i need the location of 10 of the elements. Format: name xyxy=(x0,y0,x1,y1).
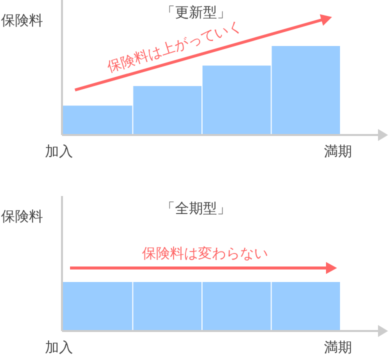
text: 加入 xyxy=(45,339,73,355)
text: 加入 xyxy=(45,143,73,159)
annotation: 保険料は上がっていく xyxy=(105,18,244,75)
y-axis-title: 保険料 xyxy=(1,208,43,224)
y-axis-title: 保険料 xyxy=(1,12,43,28)
text: 満期 xyxy=(324,339,352,355)
text: 満期 xyxy=(324,143,352,159)
chart-title: 「更新型」 xyxy=(161,4,231,20)
chart-title: 「全期型」 xyxy=(161,200,231,216)
text: 保険料は変わらない xyxy=(142,245,268,261)
